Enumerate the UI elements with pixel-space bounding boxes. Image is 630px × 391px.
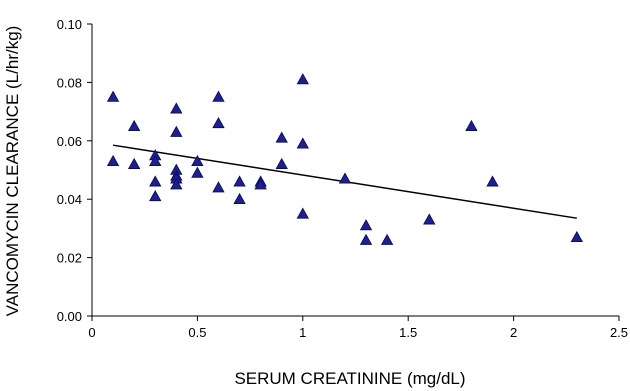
y-tick-label: 0.00 [57,309,82,324]
data-point-triangle [108,156,119,166]
data-point-triangle [361,235,372,245]
data-point-triangle [487,176,498,186]
data-point-triangle [382,235,393,245]
data-point-triangle [424,214,435,224]
data-point-triangle [234,194,245,204]
axes [92,24,619,316]
x-tick-label: 1.5 [399,325,417,340]
data-point-triangle [571,232,582,242]
data-point-triangle [150,191,161,201]
data-point-triangle [297,74,308,84]
y-axis-ticks: 0.00 0.02 0.04 0.06 0.08 0.10 [57,17,92,324]
data-point-triangle [276,132,287,142]
data-point-triangle [213,92,224,102]
data-point-triangle [171,127,182,137]
x-tick-label: 0 [88,325,95,340]
y-tick-label: 0.08 [57,75,82,90]
x-axis-ticks: 0 0.5 1 1.5 2 2.5 [88,316,628,340]
x-tick-label: 0.5 [188,325,206,340]
x-tick-label: 2 [510,325,517,340]
data-point-triangle [150,176,161,186]
data-point-triangle [234,176,245,186]
y-tick-label: 0.02 [57,251,82,266]
x-axis-title: SERUM CREATININE (mg/dL) [234,369,465,388]
y-tick-label: 0.10 [57,17,82,32]
data-point-triangle [361,220,372,230]
data-points [108,74,583,245]
data-point-triangle [213,182,224,192]
data-point-triangle [276,159,287,169]
data-point-triangle [213,118,224,128]
data-point-triangle [466,121,477,131]
data-point-triangle [192,167,203,177]
data-point-triangle [297,138,308,148]
data-point-triangle [297,208,308,218]
data-point-triangle [129,121,140,131]
x-tick-label: 1 [299,325,306,340]
x-tick-label: 2.5 [610,325,628,340]
data-point-triangle [171,103,182,113]
data-point-triangle [108,92,119,102]
data-point-triangle [339,173,350,183]
y-axis-title: VANCOMYCIN CLEARANCE (L/hr/kg) [3,26,22,317]
y-tick-label: 0.06 [57,134,82,149]
data-point-triangle [129,159,140,169]
y-tick-label: 0.04 [57,192,82,207]
